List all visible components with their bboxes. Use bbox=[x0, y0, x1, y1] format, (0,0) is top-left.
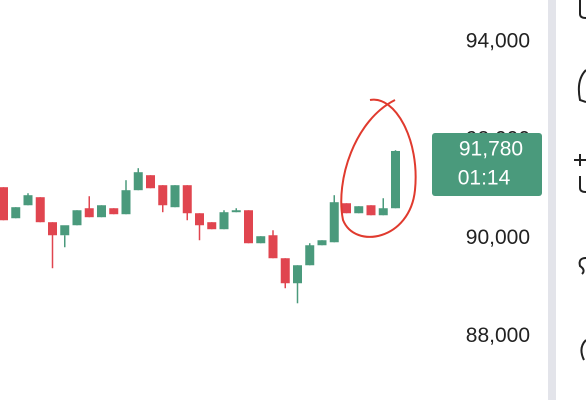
candle-body bbox=[133, 172, 143, 191]
candle-body bbox=[72, 210, 82, 226]
candle-body bbox=[256, 236, 266, 244]
candle-body bbox=[60, 225, 70, 236]
candle-body bbox=[305, 245, 315, 266]
y-tick-label: 90,000 bbox=[466, 226, 530, 249]
candle-body bbox=[329, 202, 339, 243]
candle-body bbox=[280, 258, 290, 284]
candle-body bbox=[293, 265, 302, 284]
candle-body bbox=[97, 205, 106, 218]
candle-body bbox=[182, 185, 192, 214]
toolbar-divider bbox=[548, 0, 556, 400]
candle-body bbox=[317, 240, 327, 246]
candle-body bbox=[121, 190, 131, 215]
candle-body bbox=[11, 207, 21, 219]
candle-body bbox=[23, 195, 33, 206]
candle-body bbox=[219, 212, 229, 230]
candle-body bbox=[48, 222, 57, 236]
candle-body bbox=[268, 235, 278, 259]
price-label-box bbox=[432, 133, 542, 196]
y-tick-label: 94,000 bbox=[466, 30, 530, 53]
y-tick-label: 88,000 bbox=[466, 324, 530, 347]
last-price: 91,780 bbox=[459, 138, 523, 161]
candle-body bbox=[231, 210, 241, 213]
candle-body bbox=[158, 185, 168, 206]
candle-body bbox=[391, 150, 400, 209]
candle-body bbox=[244, 210, 253, 244]
candle-body bbox=[109, 208, 119, 215]
candle-body bbox=[207, 222, 217, 230]
candle-body bbox=[378, 208, 388, 216]
price-label: 91,780 01:14 bbox=[432, 133, 542, 196]
candle-body bbox=[342, 203, 351, 214]
countdown: 01:14 bbox=[458, 167, 511, 190]
candle-body bbox=[146, 175, 155, 189]
candle-body bbox=[195, 213, 204, 226]
annotation-circle bbox=[340, 98, 417, 238]
candle-body bbox=[0, 187, 8, 221]
candle-body bbox=[84, 208, 94, 218]
candle-body bbox=[170, 185, 180, 208]
candle-body bbox=[366, 205, 376, 216]
toolbar-icons bbox=[574, 0, 586, 361]
candle-body bbox=[354, 206, 364, 214]
candle-body bbox=[35, 197, 45, 223]
